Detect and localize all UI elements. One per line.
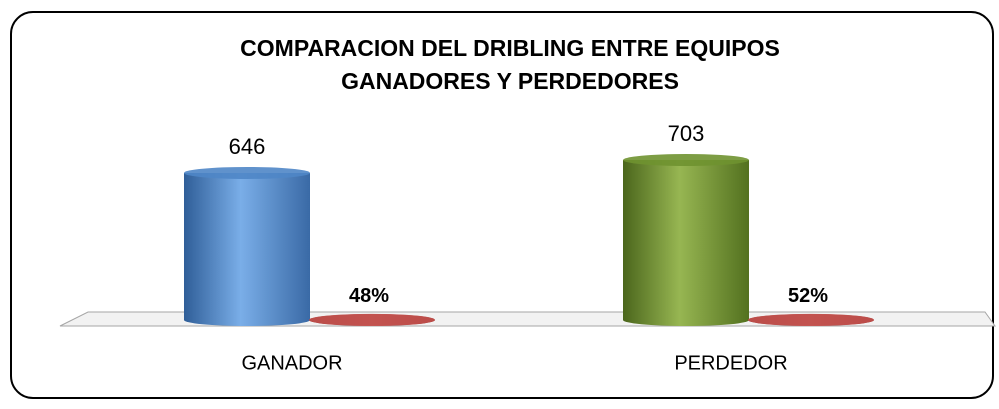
data-label: 48%	[349, 285, 389, 307]
chart-title: COMPARACION DEL DRIBLING ENTRE EQUIPOS	[240, 35, 780, 61]
bar	[184, 173, 310, 320]
data-label: 52%	[788, 285, 828, 307]
data-label: 703	[668, 121, 705, 146]
x-tick-label: PERDEDOR	[674, 352, 787, 374]
bar-top	[623, 154, 749, 166]
bar	[623, 160, 749, 320]
bar-top	[184, 167, 310, 179]
chart-title: GANADORES Y PERDEDORES	[341, 68, 679, 94]
x-tick-label: GANADOR	[241, 352, 342, 374]
bar-top	[748, 314, 874, 326]
data-label: 646	[229, 134, 266, 159]
bar-top	[309, 314, 435, 326]
